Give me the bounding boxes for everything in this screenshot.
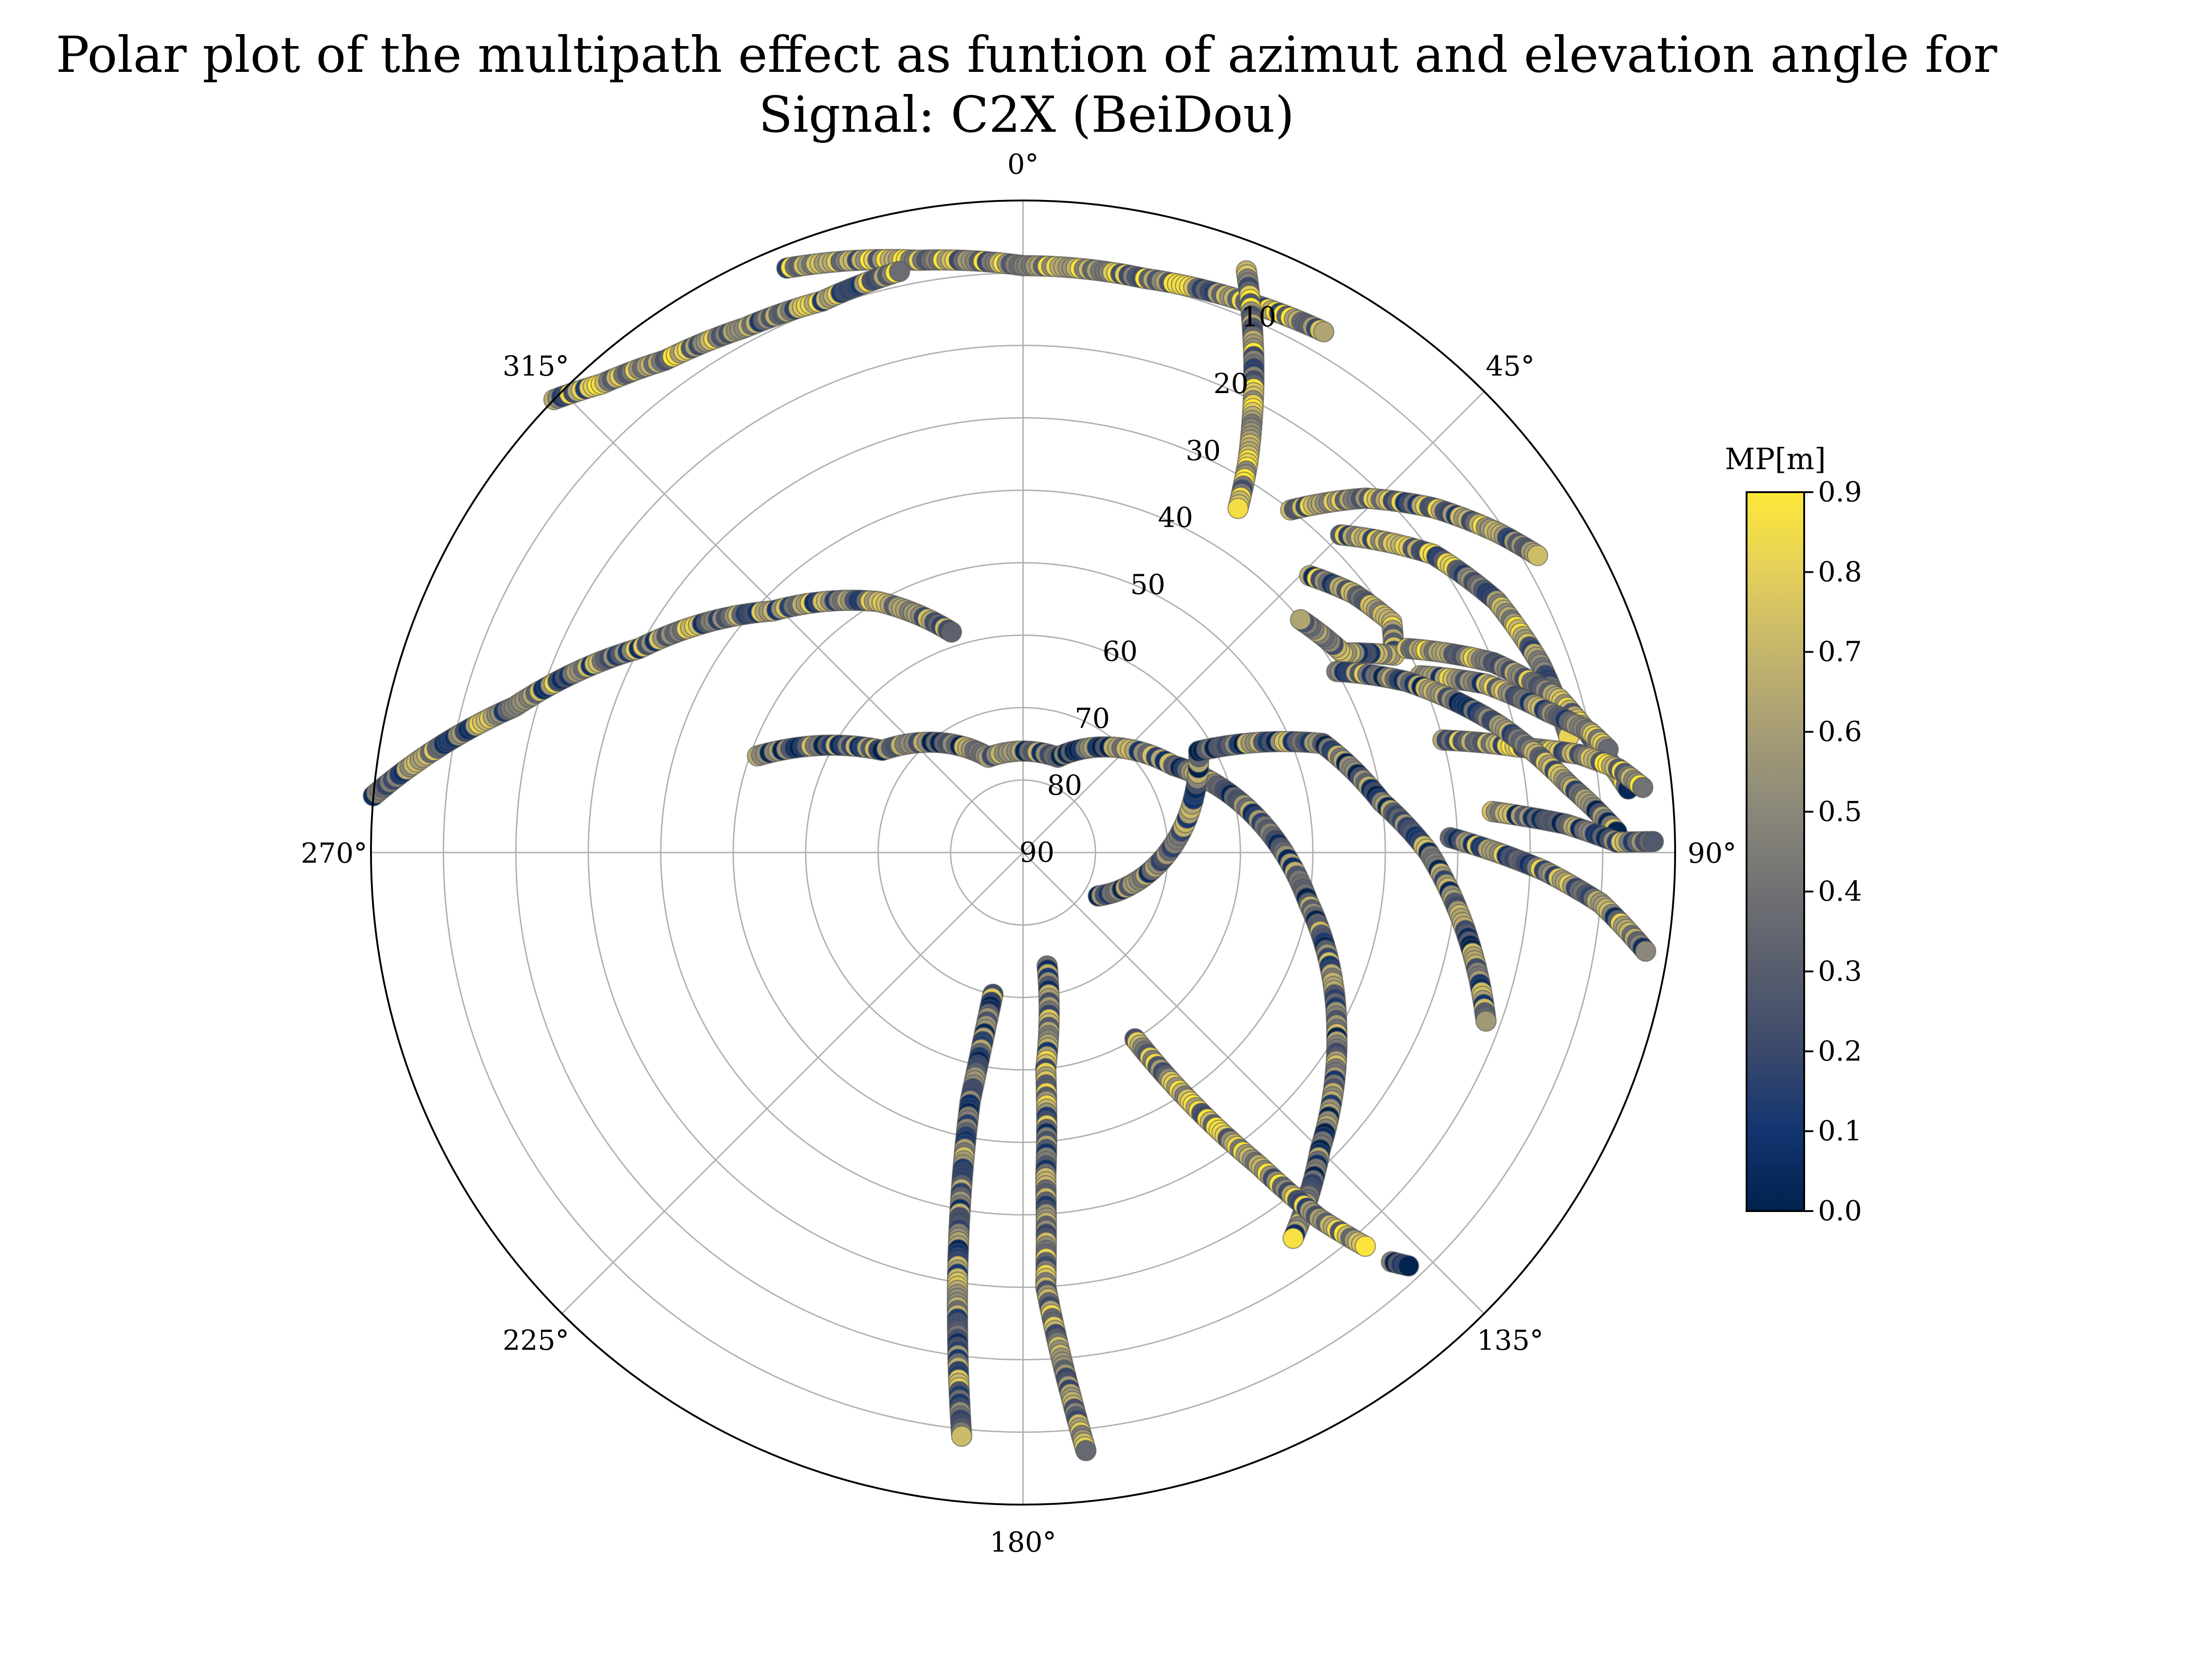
elevation-tick-label: 80	[1047, 770, 1082, 802]
mp-point	[951, 1425, 973, 1447]
satellite-track	[1035, 955, 1097, 1462]
chart-title-line-2: Signal: C2X (BeiDou)	[759, 86, 1294, 144]
colorbar-tick-label: 0.6	[1818, 716, 1862, 748]
mp-point	[1313, 321, 1335, 343]
axis-labels: 0° 45° 90° 135° 180° 225° 270° 315° 10 20 30 40 50 60…	[301, 148, 1736, 1559]
colorbar-tick-label: 0.7	[1818, 636, 1862, 668]
azimuth-tick-label: 135°	[1477, 1324, 1544, 1357]
colorbar-gradient	[1746, 491, 1805, 1212]
mp-point	[1289, 609, 1312, 630]
azimuth-gridline	[561, 391, 1024, 853]
polar-frame	[370, 200, 1676, 1506]
satellite-track	[543, 260, 911, 411]
elevation-tick-label: 10	[1241, 301, 1276, 333]
polar-outer-circle	[370, 200, 1676, 1506]
azimuth-gridline	[1022, 852, 1485, 1314]
colorbar: MP[m] 0.0 0.1 0.2 0.3 0.4 0.5 0.6 0.7 0.8 0.9	[1725, 442, 1862, 1227]
elevation-tick-label: 90	[1019, 836, 1054, 869]
satellite-track	[1227, 260, 1265, 519]
satellite-track	[1439, 827, 1657, 962]
mp-point	[1642, 830, 1664, 853]
mp-point	[1475, 1010, 1497, 1032]
satellite-track	[1481, 800, 1664, 853]
satellite-track	[1330, 524, 1580, 747]
mp-point	[1527, 545, 1548, 566]
mp-point	[1282, 1227, 1304, 1249]
azimuth-tick-label: 225°	[503, 1324, 570, 1357]
satellite-track	[947, 983, 1004, 1447]
polar-grid	[371, 200, 1675, 1505]
satellite-track	[747, 731, 1348, 1249]
azimuth-tick-label: 45°	[1486, 350, 1535, 382]
mp-point	[1635, 940, 1657, 962]
colorbar-tick-label: 0.1	[1818, 1115, 1862, 1147]
colorbar-tick-label: 0.0	[1818, 1195, 1862, 1227]
azimuth-tick-label: 315°	[503, 350, 570, 382]
elevation-tick-label: 60	[1102, 635, 1137, 668]
azimuth-tick-label: 0°	[1007, 148, 1039, 181]
mp-point	[941, 621, 962, 643]
azimuth-gridline	[561, 852, 1024, 1314]
colorbar-tick-label: 0.3	[1818, 955, 1862, 988]
satellite-track	[1326, 660, 1628, 843]
elevation-tick-label: 20	[1213, 368, 1248, 400]
mp-point	[1632, 777, 1653, 798]
satellite-track	[1280, 487, 1548, 566]
elevation-tick-label: 30	[1186, 435, 1221, 467]
satellite-track	[1124, 1028, 1376, 1257]
colorbar-label: MP[m]	[1725, 442, 1826, 477]
colorbar-tick-label: 0.2	[1818, 1035, 1862, 1067]
colorbar-tick-label: 0.5	[1818, 795, 1862, 828]
satellite-track	[363, 589, 962, 806]
satellite-track	[1396, 637, 1639, 800]
satellite-track	[1289, 565, 1405, 666]
mp-point	[1075, 1440, 1097, 1462]
colorbar-tick-label: 0.4	[1818, 876, 1862, 908]
elevation-tick-label: 40	[1158, 502, 1193, 534]
azimuth-tick-label: 90°	[1688, 837, 1736, 870]
azimuth-tick-label: 270°	[301, 837, 368, 870]
elevation-tick-label: 70	[1075, 702, 1110, 735]
azimuth-tick-label: 180°	[990, 1526, 1057, 1559]
colorbar-tick-label: 0.9	[1818, 476, 1862, 508]
satellite-track	[1409, 665, 1619, 760]
mp-point	[1398, 1255, 1419, 1277]
elevation-tick-label: 50	[1130, 569, 1165, 601]
satellite-track	[1088, 730, 1497, 1032]
azimuth-gridline	[1022, 391, 1485, 853]
mp-point	[888, 260, 911, 282]
mp-point	[1227, 498, 1249, 519]
chart-title-line-1: Polar plot of the multipath effect as fu…	[56, 26, 1997, 84]
scatter-points	[363, 248, 1664, 1462]
colorbar-tick-label: 0.8	[1818, 556, 1862, 588]
satellite-track	[1381, 1251, 1419, 1277]
mp-point	[1354, 1235, 1376, 1257]
satellite-track	[776, 248, 1335, 343]
